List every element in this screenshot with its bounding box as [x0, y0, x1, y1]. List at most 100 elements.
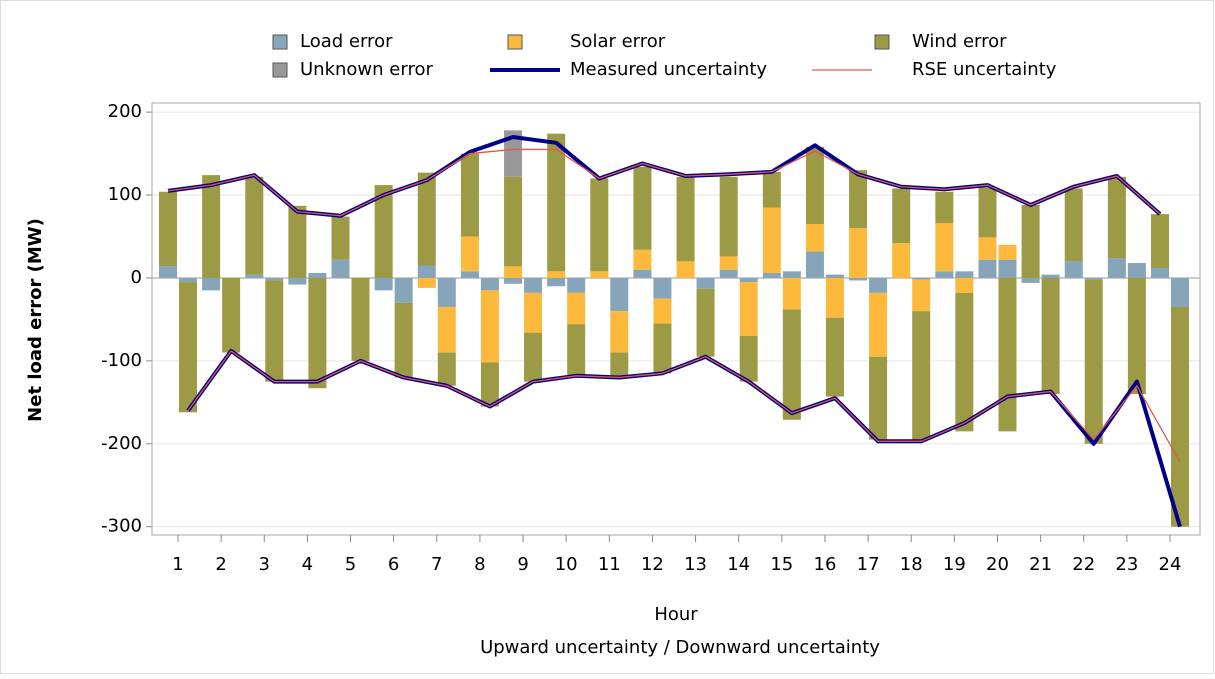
bar-segment	[222, 277, 241, 353]
x-tick-label: 6	[388, 554, 399, 575]
bar-segment	[480, 362, 499, 407]
y-tick-label: -300	[101, 516, 142, 537]
uncertainty-line	[187, 350, 1181, 463]
bar-segment	[547, 133, 566, 272]
bar-segment	[590, 178, 609, 272]
x-tick-label: 10	[555, 554, 578, 575]
x-tick-label: 7	[431, 554, 442, 575]
bar-segment	[179, 277, 197, 283]
bar-segment	[955, 292, 974, 432]
legend-label: RSE uncertainty	[912, 59, 1057, 80]
bar-segment	[998, 244, 1017, 260]
bar-segment	[504, 266, 523, 278]
bar-segment	[696, 288, 715, 357]
x-axis-subtitle: Upward uncertainty / Downward uncertaint…	[480, 637, 880, 658]
bar-segment	[460, 153, 479, 237]
bar-segment	[633, 269, 652, 278]
bar-segment	[912, 311, 931, 440]
bar-segment	[610, 352, 629, 378]
x-tick-label: 16	[814, 554, 837, 575]
bar-segment	[1127, 277, 1146, 395]
bar-segment	[567, 292, 586, 325]
bar-segment	[417, 172, 436, 266]
bar-segment	[762, 171, 781, 208]
x-tick-label: 8	[474, 554, 485, 575]
x-tick-label: 17	[857, 554, 880, 575]
x-tick-label: 12	[641, 554, 664, 575]
bar-segment	[480, 277, 499, 291]
legend-swatch	[272, 34, 288, 50]
bar-segment	[460, 236, 479, 272]
bar-segment	[308, 272, 327, 278]
bar-segment	[869, 356, 888, 440]
bar-segment	[394, 277, 413, 303]
x-tick-label: 11	[598, 554, 621, 575]
bar-segment	[739, 277, 758, 283]
bar-segment	[998, 277, 1017, 432]
bar-segment	[849, 228, 868, 278]
bar-segment	[567, 277, 586, 293]
bar-segment	[935, 271, 954, 278]
bar-segment	[912, 277, 931, 280]
bar-segment	[719, 269, 738, 278]
bar-segment	[567, 324, 586, 376]
bar-segment	[265, 277, 284, 281]
x-tick-label: 20	[986, 554, 1009, 575]
x-axis-label: Hour	[654, 604, 698, 625]
bar-segment	[978, 187, 997, 238]
bar-segment	[308, 277, 327, 389]
bar-segment	[1107, 176, 1126, 259]
bar-segment	[547, 277, 566, 287]
legend-swatch	[507, 34, 523, 50]
bar-segment	[676, 176, 695, 262]
bar-segment	[1151, 268, 1169, 278]
bar-segment	[460, 271, 479, 278]
bar-segment	[762, 207, 781, 273]
bar-segment	[912, 279, 931, 312]
bar-segment	[1041, 274, 1060, 278]
bar-segment	[869, 277, 888, 293]
bar-segment	[179, 282, 197, 413]
bar-segment	[1171, 306, 1189, 527]
bar-segment	[782, 271, 801, 278]
x-tick-label: 9	[517, 554, 528, 575]
bar-segment	[676, 261, 695, 278]
bar-segment	[394, 302, 413, 378]
x-tick-label: 24	[1159, 554, 1182, 575]
bar-segment	[1151, 214, 1169, 269]
legend-label: Load error	[300, 31, 393, 52]
bar-segment	[869, 292, 888, 357]
bar-segment	[892, 243, 911, 278]
y-axis-label: Net load error (MW)	[25, 218, 46, 422]
bar-segment	[1084, 277, 1103, 280]
bar-segment	[825, 274, 844, 278]
bar-segment	[849, 170, 868, 229]
bar-segment	[351, 277, 370, 361]
bar-segment	[696, 277, 715, 289]
bar-segment	[955, 277, 974, 293]
bar-segment	[1021, 277, 1040, 283]
x-tick-label: 3	[259, 554, 270, 575]
y-tick-label: 0	[131, 267, 142, 288]
bar-segment	[331, 259, 350, 278]
bar-segment	[288, 205, 307, 278]
bar-segment	[653, 323, 672, 374]
bar-segment	[547, 271, 566, 278]
bar-segment	[159, 266, 177, 278]
bar-segment	[633, 249, 652, 270]
bar-segment	[653, 298, 672, 324]
bar-segment	[825, 277, 844, 318]
legend-swatch	[272, 62, 288, 78]
bar-segment	[739, 282, 758, 336]
bar-segment	[374, 185, 393, 278]
bar-segment	[202, 277, 221, 291]
bar-segment	[437, 306, 456, 353]
bar-segment	[633, 166, 652, 250]
x-tick-label: 4	[302, 554, 313, 575]
bar-segment	[719, 176, 738, 257]
bar-segment	[1021, 204, 1040, 278]
legend-label: Wind error	[912, 31, 1007, 52]
